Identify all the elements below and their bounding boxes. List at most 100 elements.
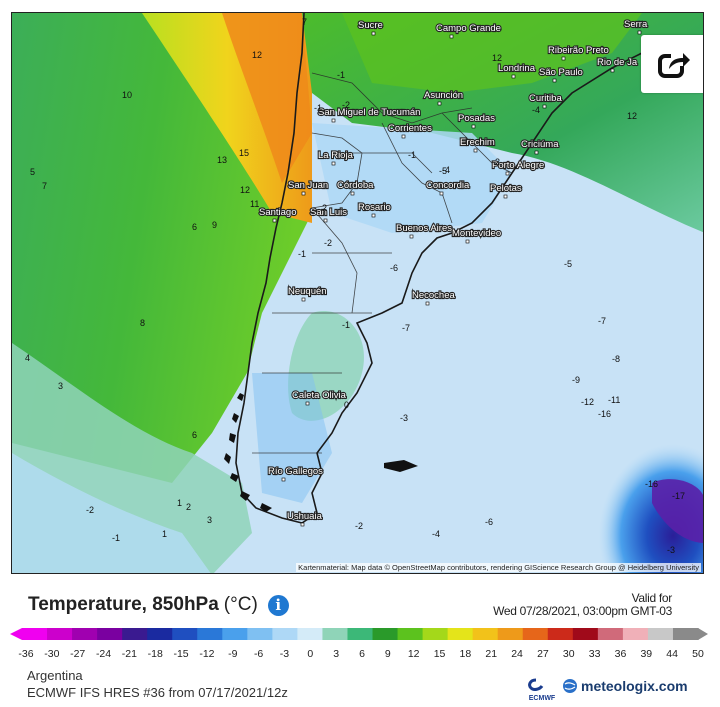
scale-swatch	[22, 628, 48, 640]
scale-swatch	[47, 628, 73, 640]
scale-tick-label: -36	[18, 648, 34, 660]
scale-arrow-max	[698, 628, 708, 640]
scale-swatch	[272, 628, 299, 640]
scale-tick-label: -3	[279, 648, 290, 660]
city-marker: Rio de Ja	[596, 56, 639, 73]
isotherm-label: -2	[342, 100, 350, 110]
scale-swatch	[472, 628, 499, 640]
weather-map[interactable]: Sucre Campo Grande Ribeirão Preto Serra Lond…	[11, 12, 704, 574]
city-marker: La Rioja	[317, 149, 355, 166]
scale-swatch	[572, 628, 599, 640]
scale-swatch	[522, 628, 549, 640]
meteologix-brand[interactable]: meteologix.com	[562, 678, 688, 694]
city-label: Porto Alegre	[492, 160, 544, 171]
share-button[interactable]	[641, 35, 703, 93]
city-marker: São Paulo	[538, 66, 584, 83]
isotherm-label: -2	[324, 238, 332, 248]
scale-tick-label: 3	[333, 648, 340, 660]
scale-swatch	[647, 628, 674, 640]
scale-tick-label: 15	[433, 648, 446, 660]
isotherm-label: -2	[355, 521, 363, 531]
city-label: Londrina	[498, 63, 536, 74]
map-title: Temperature, 850hPa (°C) i	[28, 594, 289, 616]
color-scale-bar	[10, 628, 708, 640]
city-marker: Buenos Aires	[395, 222, 453, 239]
isotherm-label: 3	[58, 381, 63, 391]
isotherm-label: 12	[492, 53, 502, 63]
valid-for-label: Valid for	[631, 591, 673, 605]
isotherm-label: -1	[342, 320, 350, 330]
scale-swatch	[222, 628, 248, 640]
scale-swatch	[172, 628, 198, 640]
scale-swatch	[72, 628, 98, 640]
isotherm-label: 1	[177, 498, 182, 508]
city-marker: Concordia	[425, 179, 471, 196]
city-label: Curitiba	[529, 93, 562, 104]
city-marker: San Juan	[287, 179, 329, 196]
city-marker: Posadas	[457, 112, 496, 129]
info-icon[interactable]: i	[267, 594, 289, 616]
map-attribution: Kartenmaterial: Map data © OpenStreetMap…	[296, 563, 701, 572]
title-unit: (°C)	[223, 594, 258, 615]
isotherm-label: 5	[30, 167, 35, 177]
city-label: San Juan	[288, 180, 328, 191]
isotherm-label: -2	[86, 505, 94, 515]
scale-swatch	[597, 628, 624, 640]
scale-swatch	[547, 628, 574, 640]
city-marker: Pelotas	[489, 182, 523, 199]
isotherm-label: -4	[532, 105, 540, 115]
scale-swatch	[347, 628, 374, 640]
isotherm-label: -17	[672, 491, 685, 501]
city-marker: Necochea	[411, 289, 457, 306]
city-label: Montevideo	[452, 228, 501, 239]
city-marker: Erechim	[459, 136, 496, 153]
isotherm-label: 4	[25, 353, 30, 363]
city-label: Río Gallegos	[268, 466, 323, 477]
scale-swatch	[197, 628, 223, 640]
brand-text: meteologix.com	[581, 678, 688, 694]
isotherm-label: 7	[42, 181, 47, 191]
isotherm-label: -7	[598, 316, 606, 326]
isotherm-label: 2	[322, 203, 327, 213]
valid-time: Wed 07/28/2021, 03:00pm GMT-03	[493, 604, 672, 618]
city-label: Campo Grande	[436, 23, 501, 34]
scale-swatch	[422, 628, 449, 640]
isotherm-label: -16	[598, 409, 611, 419]
city-label: Ushuaia	[287, 511, 323, 522]
city-label: Pelotas	[490, 183, 522, 194]
isotherm-label: 6	[192, 222, 197, 232]
isotherm-label: 3	[207, 515, 212, 525]
city-label: Corrientes	[388, 123, 432, 134]
city-label: Buenos Aires	[396, 223, 452, 234]
scale-tick-label: -21	[121, 648, 137, 660]
scale-tick-label: 12	[407, 648, 420, 660]
scale-tick-label: 33	[588, 648, 601, 660]
scale-swatch	[322, 628, 349, 640]
city-marker: Montevideo	[451, 227, 502, 244]
isotherm-label: -6	[485, 517, 493, 527]
isotherm-label: -1	[112, 533, 120, 543]
scale-tick-label: -30	[44, 648, 60, 660]
isotherm-label: -1	[408, 150, 416, 160]
isotherm-label: -3	[400, 413, 408, 423]
scale-swatch	[672, 628, 699, 640]
isotherm-label: -8	[612, 354, 620, 364]
city-label: Rosario	[358, 202, 391, 213]
isotherm-label: -1	[298, 249, 306, 259]
isotherm-label: 15	[239, 148, 249, 158]
scale-swatch	[297, 628, 324, 640]
isotherm-label: 2	[186, 502, 191, 512]
city-marker: Curitiba	[528, 92, 564, 109]
scale-tick-label: 18	[459, 648, 472, 660]
city-label: Ribeirão Preto	[548, 45, 609, 56]
scale-tick-label: 24	[511, 648, 523, 660]
valid-for: Valid for Wed 07/28/2021, 03:00pm GMT-03	[493, 592, 672, 618]
isotherm-label: 11	[250, 199, 259, 209]
scale-tick-label: 36	[614, 648, 627, 660]
isotherm-label: -3	[667, 545, 675, 555]
scale-tick-label: 50	[692, 648, 704, 660]
city-marker: Criciúma	[520, 138, 560, 155]
globe-icon	[563, 679, 577, 693]
city-label: La Rioja	[318, 150, 354, 161]
isotherm-label: 13	[217, 155, 227, 165]
